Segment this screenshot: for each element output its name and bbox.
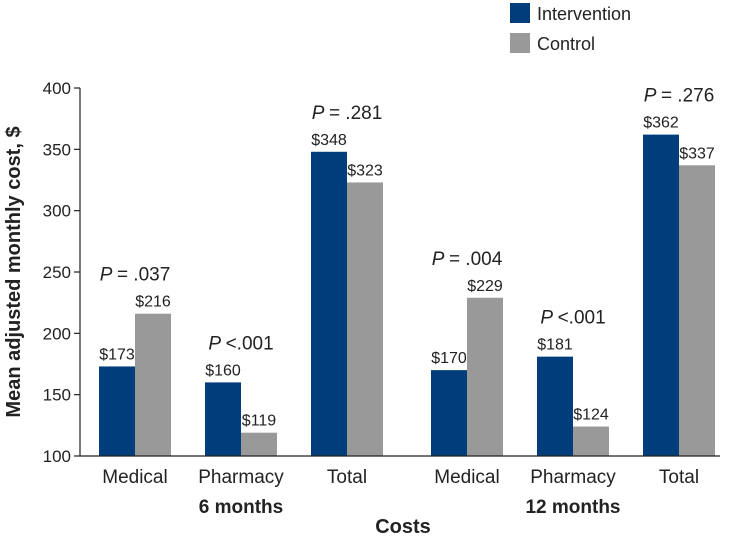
bars: $173 $216 P = .037 $160 $119 P <.001 $348$323 P…	[99, 86, 715, 456]
bar-value-label: $160	[205, 362, 241, 379]
bar-value-label: $124	[573, 407, 609, 424]
x-group-label: 6 months	[199, 497, 283, 518]
y-tick-label: 400	[43, 79, 71, 98]
y-tick-label: 200	[43, 324, 71, 343]
p-value-label: P = .276	[644, 86, 715, 107]
bar-value-label: $119	[242, 413, 277, 430]
x-group-label: 12 months	[525, 497, 620, 518]
bar-control	[347, 182, 383, 456]
bar-value-label: $173	[99, 346, 135, 363]
y-tick-label: 150	[43, 386, 71, 405]
x-axis-title: Costs	[375, 516, 431, 536]
x-category-label: Total	[659, 467, 699, 488]
x-category-label: Total	[327, 467, 367, 488]
y-tick-label: 300	[43, 202, 71, 221]
x-category-label: Medical	[102, 467, 167, 488]
bar-intervention	[311, 151, 347, 456]
bar-value-label: $229	[467, 278, 503, 295]
bar-control	[241, 432, 277, 456]
x-category-label: Pharmacy	[198, 467, 284, 488]
legend: Intervention Control	[510, 3, 631, 54]
x-axis: Medical Pharmacy Total Medical Pharmacy Total…	[80, 455, 720, 518]
bar-value-label: $181	[537, 337, 573, 354]
x-category-label: Medical	[434, 467, 499, 488]
p-value-label: P = .037	[100, 265, 171, 286]
y-tick-label: 350	[43, 140, 71, 159]
legend-swatch-control	[510, 33, 530, 53]
p-value-label: P <.001	[208, 333, 273, 354]
bar-value-label: $337	[679, 145, 715, 162]
p-value-label: P = .281	[312, 103, 383, 124]
x-category-label: Pharmacy	[530, 467, 616, 488]
bar-intervention	[99, 366, 135, 456]
y-axis: 100 150 200 250 300 350 400	[43, 79, 81, 466]
y-axis-title: Mean adjusted monthly cost, $	[3, 126, 25, 417]
y-tick-label: 250	[43, 263, 71, 282]
legend-label-control: Control	[537, 34, 595, 54]
bar-value-label: $348	[311, 132, 347, 149]
bar-control	[573, 426, 609, 456]
p-value-label: P = .004	[432, 249, 503, 270]
y-tick-label: 100	[43, 447, 71, 466]
bar-value-label: $362	[643, 115, 679, 132]
bar-control	[467, 297, 503, 456]
bar-value-label: $216	[135, 294, 171, 311]
bar-intervention	[205, 382, 241, 456]
bar-value-label: $323	[347, 162, 383, 179]
bar-intervention	[643, 134, 679, 456]
p-value-label: P <.001	[540, 308, 605, 329]
bar-value-label: $170	[431, 350, 467, 367]
bar-control	[135, 313, 171, 456]
bar-intervention	[537, 356, 573, 456]
bar-intervention	[431, 370, 467, 456]
legend-swatch-intervention	[510, 3, 530, 23]
legend-label-intervention: Intervention	[537, 4, 631, 24]
bar-control	[679, 165, 715, 456]
